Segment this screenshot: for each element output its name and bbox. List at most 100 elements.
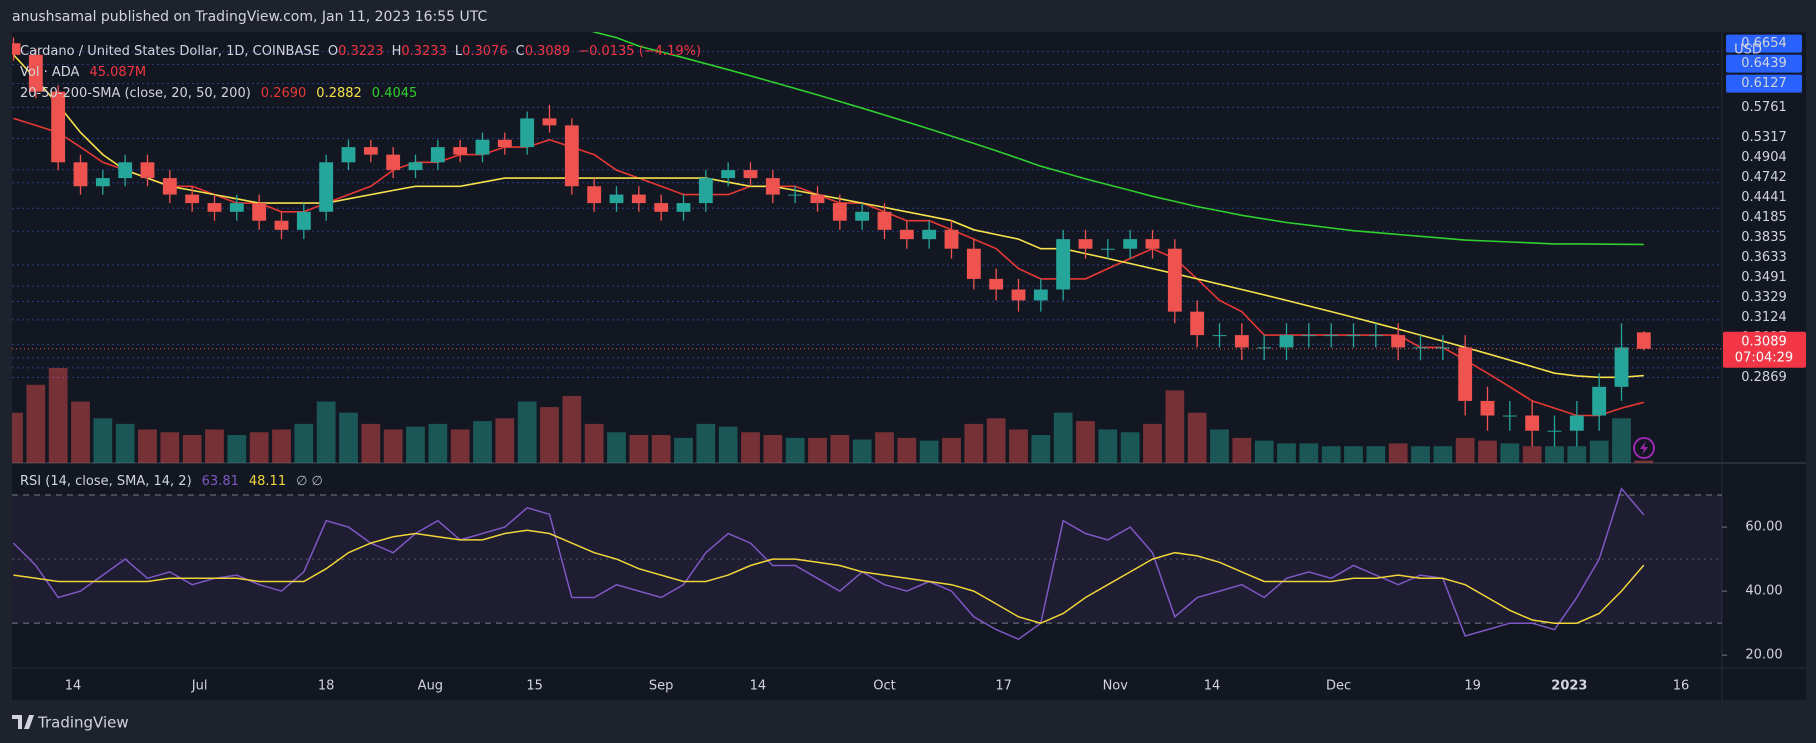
- volume-bar: [1634, 460, 1654, 463]
- volume-bar: [138, 429, 157, 463]
- volume-bar: [115, 423, 135, 463]
- volume-value: 45.087M: [89, 65, 146, 80]
- volume-bar: [1344, 446, 1363, 463]
- price-label-box: [1726, 54, 1802, 73]
- y-tick-label: 0.3329: [1741, 290, 1787, 305]
- candle-body: [877, 211, 892, 230]
- rsi-extra: ∅ ∅: [296, 474, 323, 489]
- x-tick-label: Jul: [191, 679, 208, 694]
- x-tick-label: 15: [526, 679, 543, 694]
- time-axis-area: [12, 668, 1806, 700]
- candle-body: [1257, 347, 1272, 349]
- candle-body: [721, 170, 736, 179]
- volume-bar: [562, 395, 582, 463]
- volume-bar: [1120, 432, 1140, 463]
- x-tick-label: Sep: [649, 679, 674, 694]
- footer-brand: TradingView: [37, 714, 129, 732]
- ohlc-letter: H: [392, 44, 402, 59]
- candle-body: [1033, 289, 1048, 301]
- candle-body: [363, 147, 378, 155]
- candle-body: [341, 147, 356, 163]
- ohlc-value: 0.3089: [525, 44, 571, 59]
- y-tick-label: 0.4904: [1741, 150, 1787, 165]
- y-tick-label: 0.6439: [1741, 56, 1787, 71]
- volume-bar: [1388, 443, 1408, 463]
- volume-bar: [919, 440, 939, 463]
- volume-bar: [48, 368, 68, 463]
- rsi-legend: RSI (14, close, SMA, 14, 2) 63.81 48.11 ∅ ∅: [20, 474, 323, 489]
- candle-body: [1569, 415, 1584, 431]
- logo-icon: [12, 715, 34, 729]
- x-tick-label: 14: [65, 679, 82, 694]
- candle-body: [1123, 239, 1138, 249]
- candle-body: [810, 194, 825, 204]
- footer-logo: TradingView: [12, 714, 129, 732]
- volume-bar: [986, 418, 1006, 463]
- rsi-band: [12, 495, 1722, 624]
- volume-bar: [875, 432, 894, 463]
- volume-bar: [428, 423, 448, 463]
- volume-bar: [830, 435, 850, 463]
- price-box-countdown: 07:04:29: [1735, 350, 1793, 365]
- volume-bar: [1076, 421, 1095, 463]
- candle-body: [1391, 335, 1406, 348]
- candle-body: [676, 203, 691, 212]
- candle-body: [631, 194, 646, 204]
- publisher-note: anushsamal published on TradingView.com,…: [12, 9, 488, 25]
- candle-body: [564, 125, 579, 187]
- candle-body: [788, 194, 803, 196]
- volume-bar: [763, 435, 783, 463]
- candle-body: [185, 194, 200, 204]
- candle-body: [520, 118, 535, 148]
- candle-body: [587, 186, 602, 204]
- volume-bar: [1478, 440, 1497, 463]
- volume-bar: [629, 435, 649, 463]
- candle-body: [1234, 335, 1249, 348]
- candle-body: [28, 54, 43, 92]
- volume-bar: [339, 412, 358, 463]
- y-tick-label: 0.6654: [1741, 36, 1787, 51]
- candle-body: [698, 178, 713, 204]
- x-tick-label: 16: [1673, 679, 1690, 694]
- y-tick-label: 0.5761: [1741, 100, 1787, 115]
- candle-body: [386, 154, 401, 171]
- ohlc-letter: C: [516, 44, 525, 59]
- volume-bar: [182, 435, 202, 463]
- x-tick-label: Nov: [1103, 679, 1129, 694]
- volume-bar: [26, 384, 46, 463]
- y-tick-label: 0.4441: [1741, 190, 1787, 205]
- volume-bar: [473, 421, 492, 463]
- volume-bar: [1187, 412, 1207, 463]
- candle-body: [1011, 289, 1026, 301]
- x-tick-label: Aug: [418, 679, 443, 694]
- sma-value: 0.2690: [261, 86, 307, 101]
- volume-bar: [361, 423, 381, 463]
- volume-bar: [718, 426, 738, 463]
- candle-body: [1368, 335, 1383, 337]
- price-label-box: [1726, 74, 1802, 93]
- legend-title: Cardano / United States Dollar, 1D, COIN…: [20, 44, 320, 59]
- volume-bar: [1500, 443, 1520, 463]
- candle-body: [140, 162, 155, 179]
- volume-bar: [1411, 446, 1430, 463]
- sma-value: 0.4045: [372, 86, 418, 101]
- volume-bar: [1321, 446, 1341, 463]
- candle-body: [408, 162, 423, 171]
- volume-bar: [406, 426, 425, 463]
- volume-bar: [495, 418, 515, 463]
- candle-body: [118, 162, 133, 179]
- candle-body: [162, 178, 177, 195]
- ohlc-letter: L: [455, 44, 463, 59]
- x-tick-label: 2023: [1551, 679, 1587, 694]
- ohlc-letter: O: [328, 44, 338, 59]
- candle-body: [1413, 347, 1428, 349]
- x-tick-label: 14: [750, 679, 767, 694]
- volume-bar: [808, 437, 827, 463]
- candle-body: [12, 43, 21, 55]
- volume-bar: [964, 423, 984, 463]
- volume-bar: [942, 437, 961, 463]
- price-box-value: 0.3089: [1741, 334, 1787, 349]
- volume-bar: [1210, 429, 1229, 463]
